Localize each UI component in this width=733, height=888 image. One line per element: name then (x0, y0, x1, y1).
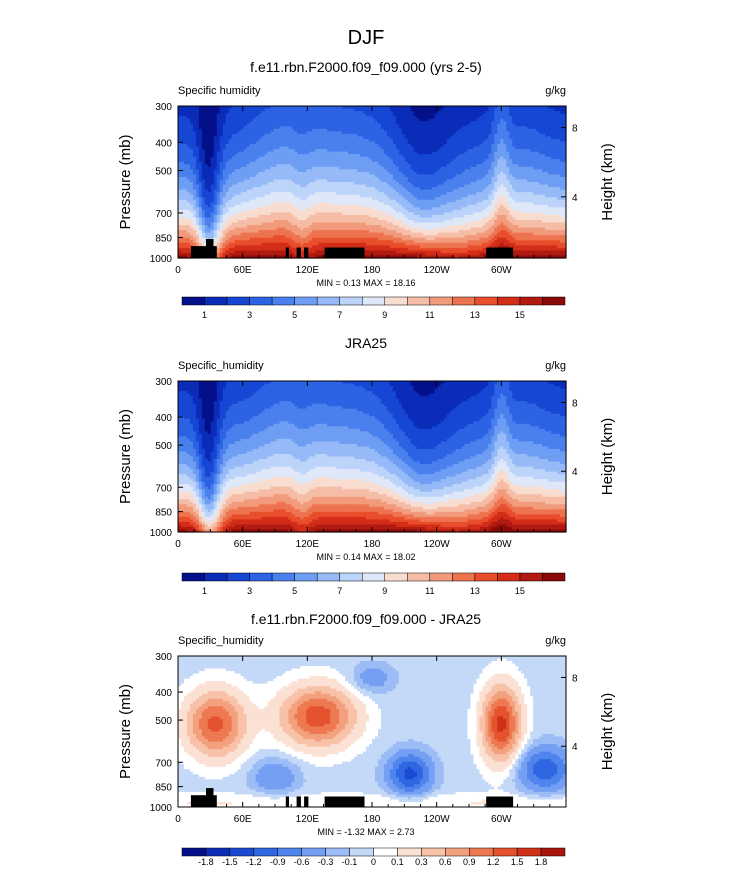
page-title: DJF (348, 27, 385, 49)
chart-units: g/kg (545, 85, 566, 97)
chart-panel-1: f.e11.rbn.F2000.f09_f09.000 (yrs 2-5) Spe… (117, 59, 616, 320)
chart-left-label: Specific humidity (178, 85, 261, 97)
contour-field (178, 106, 567, 259)
chart-title: f.e11.rbn.F2000.f09_f09.000 (yrs 2-5) (250, 59, 482, 75)
